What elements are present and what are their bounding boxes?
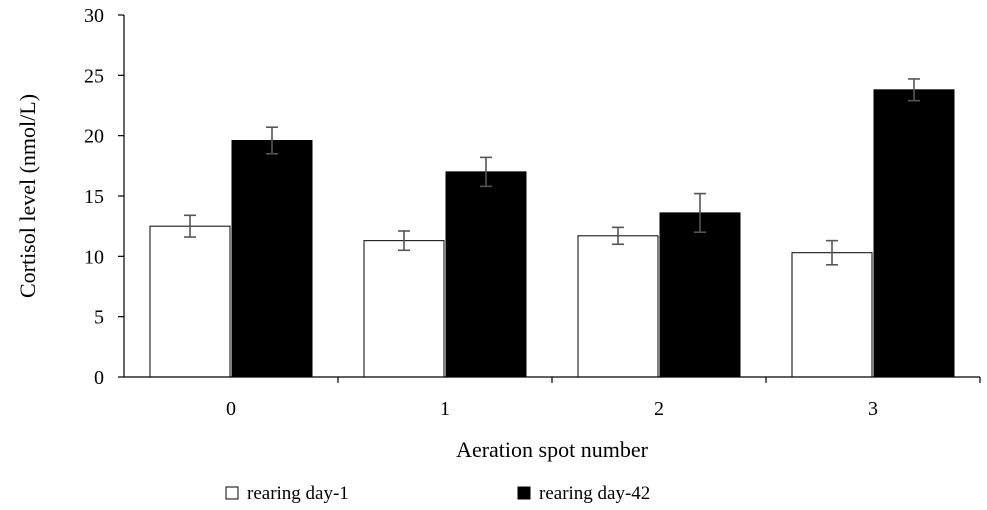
y-tick-label: 0	[94, 367, 104, 389]
error-bar	[266, 126, 278, 155]
bars	[149, 89, 955, 378]
legend-item: rearing day-42	[517, 483, 650, 504]
legend-swatch	[517, 486, 531, 500]
bar-rearing-day-42	[659, 212, 741, 378]
legend-swatch	[225, 486, 239, 500]
legend-label: rearing day-42	[539, 483, 650, 504]
error-bar	[826, 239, 838, 266]
y-tick-label: 25	[84, 65, 104, 87]
y-tick-label: 10	[84, 246, 104, 268]
legend: rearing day-1 rearing day-42	[225, 483, 650, 504]
x-axis-ticks: 0 1 2 3	[226, 377, 981, 420]
bar-rearing-day-42	[445, 171, 527, 378]
bar-rearing-day-1	[791, 252, 873, 378]
error-bar	[480, 156, 492, 188]
bar-rearing-day-42	[873, 89, 955, 378]
x-tick-label: 0	[226, 398, 236, 420]
legend-label: rearing day-1	[247, 483, 349, 504]
x-axis-title: Aeration spot number	[456, 437, 649, 462]
y-tick-label: 5	[94, 307, 104, 329]
y-tick-label: 15	[84, 186, 104, 208]
bar-rearing-day-1	[149, 225, 231, 378]
legend-item: rearing day-1	[225, 483, 349, 504]
y-tick-label: 30	[84, 5, 104, 27]
error-bar	[908, 78, 920, 102]
error-bar	[612, 226, 624, 246]
x-tick-label: 1	[440, 398, 450, 420]
error-bar	[184, 214, 196, 238]
y-tick-label: 20	[84, 126, 104, 148]
error-bars	[184, 78, 920, 266]
y-axis-ticks: 0 5 10 15 20 25 30	[84, 5, 124, 389]
error-bar	[694, 192, 706, 233]
bar-rearing-day-1	[577, 235, 659, 378]
x-tick-label: 3	[868, 398, 878, 420]
bar-rearing-day-42	[231, 139, 313, 378]
error-bar	[398, 230, 410, 252]
bar-rearing-day-1	[363, 240, 445, 378]
x-tick-label: 2	[654, 398, 664, 420]
y-axis-title: Cortisol level (nmol/L)	[15, 94, 40, 298]
